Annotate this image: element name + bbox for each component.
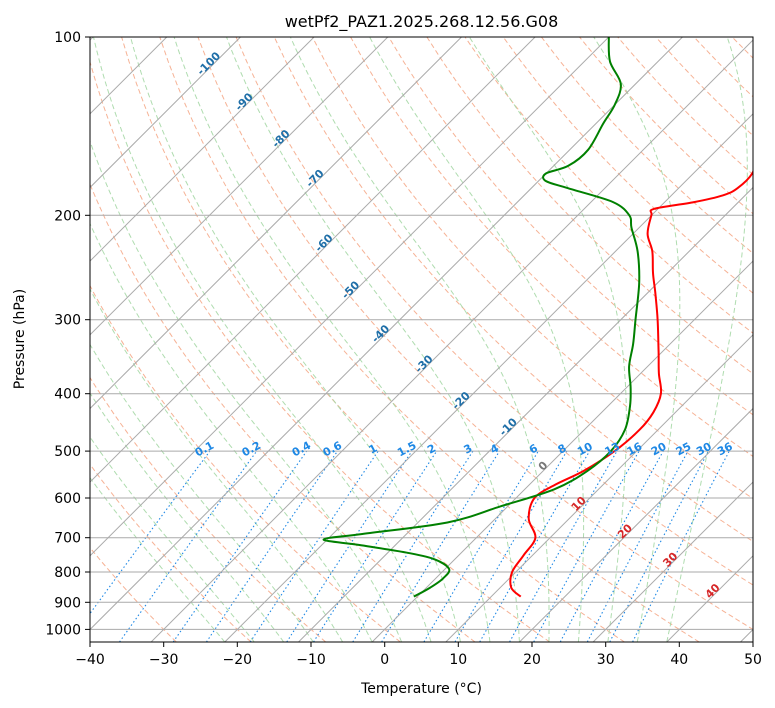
chart-title: wetPf2_PAZ1.2025.268.12.56.G08 xyxy=(285,12,559,32)
isotherm-line xyxy=(150,39,753,642)
isotherm-line xyxy=(90,37,315,262)
y-tick-label: 100 xyxy=(54,30,81,46)
isotherm-line xyxy=(90,37,610,557)
mixing-ratio-line xyxy=(559,450,664,642)
dry-adiabat-line xyxy=(90,546,177,642)
moist-adiabat-line xyxy=(468,37,627,642)
mixing-ratio-label: 20 xyxy=(649,440,669,459)
isotherm-line xyxy=(371,260,753,642)
moist-adiabat-line xyxy=(93,37,432,642)
plot-frame xyxy=(89,36,754,643)
isotherm-line xyxy=(518,407,753,642)
isotherm-line xyxy=(90,37,536,483)
mixing-ratio-line xyxy=(381,450,500,642)
x-tick-label: −30 xyxy=(149,652,179,668)
sounding-series xyxy=(322,37,753,598)
mixing-ratio-line xyxy=(313,450,438,642)
moist-adiabat-line xyxy=(593,37,681,642)
isotherm-line xyxy=(445,334,753,642)
y-tick-label: 700 xyxy=(54,531,81,547)
dry-adiabat-line xyxy=(388,37,753,416)
isotherm-line xyxy=(90,37,684,631)
mixing-ratio-line xyxy=(90,450,211,615)
dry-adiabat-line xyxy=(311,37,753,500)
moist-adiabat-line xyxy=(90,288,344,642)
y-axis: 100 200 300 400 500 600 700 800 900 1000 xyxy=(45,30,90,638)
x-axis-title: Temperature (°C) xyxy=(360,681,482,697)
moist-adiabat-line xyxy=(173,37,491,642)
x-tick-label: 40 xyxy=(670,652,688,668)
mixing-ratio-line xyxy=(205,450,338,642)
moist-adiabat-line xyxy=(90,476,226,642)
x-tick-label: 30 xyxy=(597,652,615,668)
x-tick-label: −40 xyxy=(75,652,105,668)
moist-adiabats xyxy=(90,37,748,642)
mixing-ratio-line xyxy=(286,450,413,642)
x-tick-label: 50 xyxy=(744,652,762,668)
moist-adiabat-line xyxy=(226,37,520,642)
mixing-ratio-line xyxy=(172,450,308,642)
pressure-grid xyxy=(90,37,753,630)
isotherm-line xyxy=(224,113,753,642)
isotherm-grid xyxy=(90,37,753,642)
dry-adiabat-line xyxy=(235,37,753,586)
isotherm-line xyxy=(297,186,753,642)
x-tick-label: 0 xyxy=(380,652,389,668)
x-tick-label: 10 xyxy=(449,652,467,668)
dry-adiabat-line xyxy=(426,37,753,375)
x-tick-label: −20 xyxy=(223,652,253,668)
y-tick-label: 400 xyxy=(54,387,81,403)
y-tick-label: 800 xyxy=(54,565,81,581)
mixing-ratio-label: 16 xyxy=(625,440,645,459)
moist-adiabat-line xyxy=(666,37,748,642)
moist-adiabat-line xyxy=(369,37,585,642)
x-axis: −40 −30 −20 −10 0 10 20 30 40 50 xyxy=(75,642,762,668)
dry-adiabat-line xyxy=(121,37,625,642)
mixing-ratio-label: 10 xyxy=(575,440,595,459)
y-tick-label: 500 xyxy=(54,444,81,460)
plot-area: -100-90-80-70-60-50-40-30-20-10010203040… xyxy=(90,37,753,642)
mixing-ratio-label: 13 xyxy=(603,440,623,459)
mixing-ratio-label: 25 xyxy=(674,440,694,459)
mixing-ratio-line xyxy=(352,450,474,642)
dry-adiabat-line xyxy=(159,37,700,642)
mixing-ratio-lines xyxy=(90,450,730,642)
isotherm-line xyxy=(592,481,753,642)
x-tick-label: 20 xyxy=(523,652,541,668)
mixing-ratio-line xyxy=(249,450,379,642)
y-tick-label: 900 xyxy=(54,595,81,611)
y-tick-label: 200 xyxy=(54,208,81,224)
mixing-ratio-line xyxy=(509,450,618,642)
dry-adiabat-line xyxy=(90,182,476,642)
moist-adiabat-line xyxy=(90,436,255,642)
dry-adiabat-line xyxy=(90,376,327,642)
mixing-ratio-label: 36 xyxy=(715,440,735,459)
y-tick-label: 300 xyxy=(54,313,81,329)
isotherm-line xyxy=(90,37,389,336)
y-tick-label: 600 xyxy=(54,491,81,507)
dry-adiabat-line xyxy=(90,60,551,642)
isotherm-line xyxy=(90,37,463,410)
y-tick-label: 1000 xyxy=(45,622,81,638)
y-axis-title: Pressure (hPa) xyxy=(12,289,28,389)
isotherm-line xyxy=(90,37,242,189)
dry-adiabat-line xyxy=(90,463,252,642)
moist-adiabat-line xyxy=(90,222,373,642)
moist-adiabat-line xyxy=(90,343,314,642)
moist-adiabat-line xyxy=(130,37,461,642)
moist-adiabat-line xyxy=(289,37,550,642)
mixing-ratio-label: 30 xyxy=(694,440,714,459)
mixing-ratio-line xyxy=(533,450,640,642)
mixing-ratio-line xyxy=(119,450,258,642)
dry-adiabat-line xyxy=(197,37,753,630)
x-tick-label: −10 xyxy=(296,652,326,668)
mixing-ratio-line xyxy=(632,450,730,642)
moist-adiabat-line xyxy=(90,392,285,642)
dewpoint-profile-line xyxy=(322,37,641,598)
temperature-profile-line xyxy=(509,169,753,598)
